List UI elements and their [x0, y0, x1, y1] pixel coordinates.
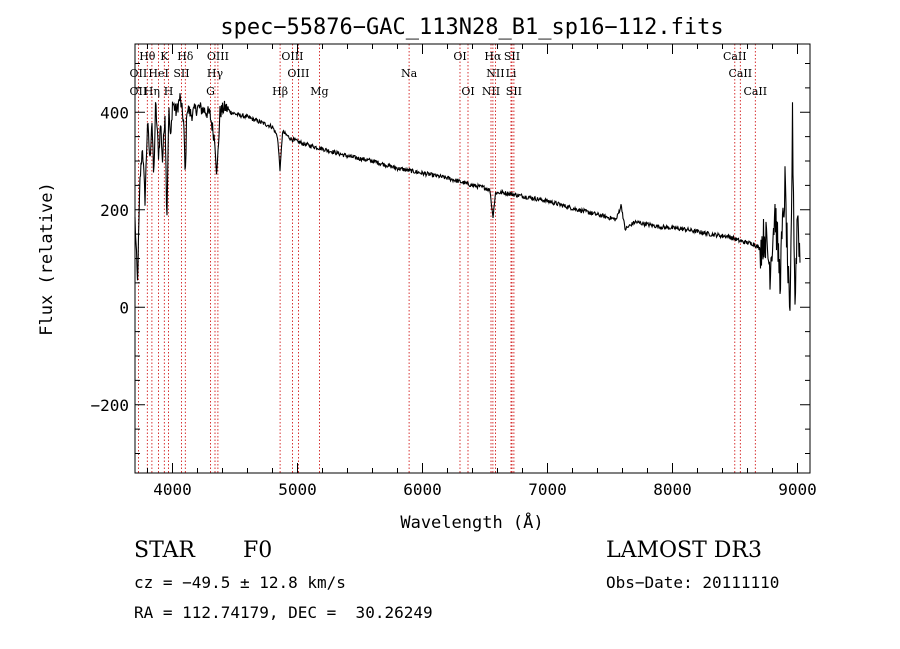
line-label-14: Na [401, 67, 418, 80]
line-label-4: OIII [281, 50, 303, 63]
line-label-8: CaII [723, 50, 747, 63]
plot-frame [134, 43, 811, 474]
line-label-6: Hα [484, 50, 502, 63]
line-label-13: OIII [287, 67, 309, 80]
line-label-10: HeI [148, 67, 168, 80]
line-label-25: NII [482, 85, 500, 98]
y-tick-label: 400 [100, 103, 129, 122]
line-label-3: OIII [207, 50, 229, 63]
line-label-27: CaII [743, 85, 767, 98]
survey-name: LAMOST DR3 [606, 538, 762, 563]
line-label-24: OI [461, 85, 474, 98]
line-label-21: G [206, 85, 215, 98]
x-axis-ticks: 4000 5000 6000 7000 8000 9000 [147, 44, 817, 499]
x-tick-label: 7000 [528, 480, 567, 499]
y-tick-label: 0 [119, 298, 129, 317]
y-tick-label: 200 [100, 201, 129, 220]
y-tick-label: −200 [90, 396, 129, 415]
line-label-0: Hθ [139, 50, 156, 63]
line-label-22: Hβ [272, 85, 288, 98]
line-label-11: SII [173, 67, 189, 80]
line-label-9: OII [130, 67, 148, 80]
coordinates: RA = 112.74179, DEC = 30.26249 [134, 603, 433, 622]
chart-title: spec−55876−GAC_113N28_B1_sp16−112.fits [220, 15, 723, 40]
line-label-1: K [160, 50, 169, 63]
x-tick-label: 4000 [153, 480, 192, 499]
line-label-16: Li [506, 67, 517, 80]
line-label-7: SII [504, 50, 520, 63]
spectrum-line [134, 93, 801, 311]
spectral-subclass: F0 [243, 538, 273, 563]
line-markers [137, 44, 756, 473]
line-label-5: OI [453, 50, 466, 63]
observation-date: Obs−Date: 20111110 [606, 573, 780, 592]
line-label-18: OII [130, 85, 148, 98]
line-label-23: Mg [310, 85, 328, 98]
line-label-2: Hδ [177, 50, 194, 63]
x-tick-label: 6000 [403, 480, 442, 499]
line-label-17: CaII [728, 67, 752, 80]
y-axis-ticks: −200 0 200 400 [90, 63, 810, 454]
line-label-19: Hη [144, 85, 160, 98]
line-label-26: SII [506, 85, 522, 98]
x-tick-label: 8000 [653, 480, 692, 499]
object-class: STAR [134, 538, 195, 563]
line-label-12: Hγ [207, 67, 224, 80]
x-tick-label: 5000 [278, 480, 317, 499]
x-axis-label: Wavelength (Å) [400, 511, 543, 533]
x-tick-label: 9000 [778, 480, 817, 499]
redshift-value: cz = −49.5 ± 12.8 km/s [134, 573, 346, 592]
line-label-20: H [164, 85, 174, 98]
line-label-15: NII [486, 67, 504, 80]
y-axis-label: Flux (relative) [37, 182, 57, 336]
